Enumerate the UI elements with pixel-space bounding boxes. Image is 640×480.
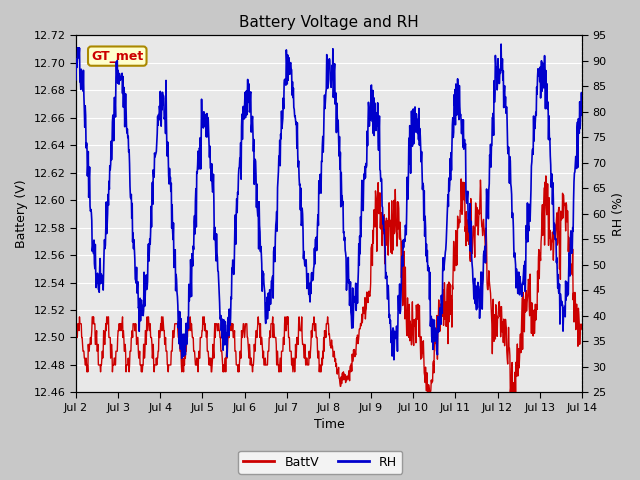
Legend: BattV, RH: BattV, RH bbox=[238, 451, 402, 474]
Y-axis label: RH (%): RH (%) bbox=[612, 192, 625, 236]
Title: Battery Voltage and RH: Battery Voltage and RH bbox=[239, 15, 419, 30]
X-axis label: Time: Time bbox=[314, 419, 344, 432]
Y-axis label: Battery (V): Battery (V) bbox=[15, 180, 28, 248]
Text: GT_met: GT_met bbox=[91, 49, 143, 62]
